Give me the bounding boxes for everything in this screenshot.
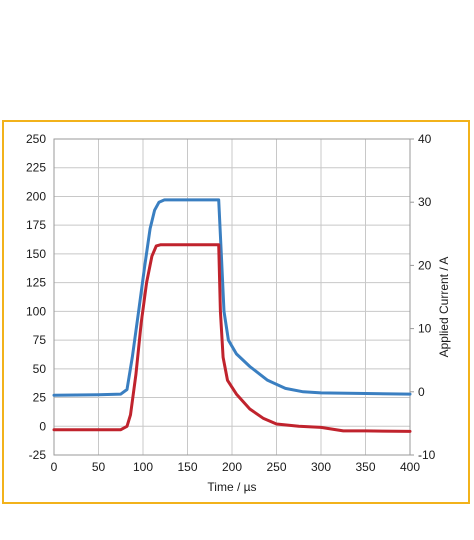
x-tick-label: 50 xyxy=(92,460,106,474)
y-left-tick-label: 75 xyxy=(33,333,47,347)
plot-area xyxy=(53,138,411,456)
x-tick-label: 250 xyxy=(266,460,286,474)
chart: 0 50 100 150 200 250 300 350 4002502252001751501… xyxy=(26,132,451,494)
y-right-tick-label: 0 xyxy=(418,385,425,399)
x-tick-label: 0 xyxy=(51,460,58,474)
x-axis-title: Time / µs xyxy=(207,480,256,494)
y-right-tick-label: -10 xyxy=(418,448,436,462)
x-tick-label: 350 xyxy=(355,460,375,474)
series-line-1 xyxy=(52,198,412,397)
x-tick-label: 100 xyxy=(133,460,153,474)
y-left-tick-label: 50 xyxy=(33,362,47,376)
tick-labels: 0 50 100 150 200 250 300 350 4002502252001751501… xyxy=(26,132,436,474)
y-left-tick-label: 0 xyxy=(39,419,46,433)
y-left-tick-label: 125 xyxy=(26,276,46,290)
chart-frame: 0 50 100 150 200 250 300 350 400 250 225 200 175 150 1… xyxy=(2,120,470,504)
y-left-tick-label: -25 xyxy=(29,448,47,462)
y-right-tick-label: 20 xyxy=(418,258,432,272)
y-right-tick-label: 30 xyxy=(418,195,432,209)
series-layer xyxy=(52,198,412,433)
x-tick-label: 200 xyxy=(222,460,242,474)
y-right-tick-label: 40 xyxy=(418,132,432,146)
y-left-tick-label: 250 xyxy=(26,132,46,146)
y-right-tick-label: 10 xyxy=(418,322,432,336)
x-tick-label: 400 xyxy=(400,460,420,474)
y-left-tick-label: 200 xyxy=(26,189,46,203)
y-left-tick-label: 150 xyxy=(26,247,46,261)
gridlines xyxy=(53,138,411,456)
x-tick-label: 150 xyxy=(177,460,197,474)
x-tick-label: 300 xyxy=(311,460,331,474)
series-line-2 xyxy=(52,243,412,433)
y-right-axis-title: Applied Current / A xyxy=(437,257,451,358)
y-left-tick-label: 225 xyxy=(26,161,46,175)
y-left-tick-label: 100 xyxy=(26,304,46,318)
y-left-tick-label: 175 xyxy=(26,218,46,232)
y-left-tick-label: 25 xyxy=(33,391,47,405)
